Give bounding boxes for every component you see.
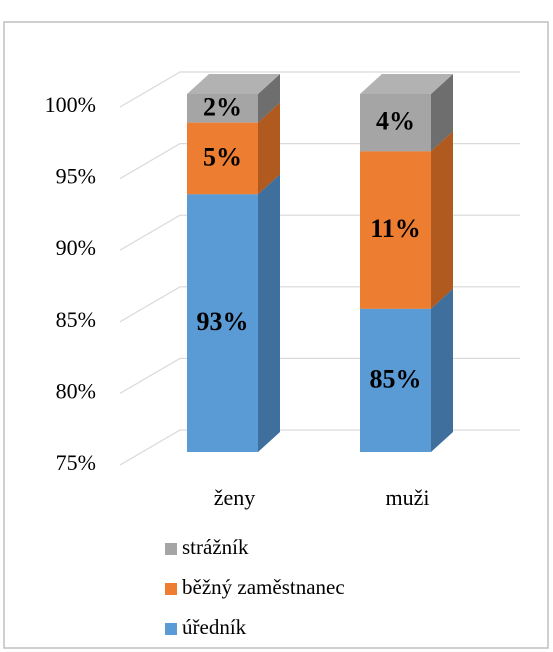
bar-side bbox=[258, 174, 280, 453]
grid-line bbox=[119, 71, 520, 108]
data-label: 85% bbox=[370, 364, 422, 393]
bar bbox=[187, 194, 258, 453]
y-tick-label: 75% bbox=[56, 450, 96, 475]
y-tick-label: 80% bbox=[56, 378, 96, 403]
bar-top bbox=[187, 74, 280, 94]
y-tick-label: 85% bbox=[56, 307, 96, 332]
data-label: 5% bbox=[203, 142, 242, 171]
legend-swatch bbox=[165, 623, 177, 635]
legend-label: strážník bbox=[182, 535, 249, 559]
legend-label: úředník bbox=[182, 615, 247, 639]
x-tick-label: ženy bbox=[214, 485, 256, 510]
y-tick-label: 90% bbox=[56, 235, 96, 260]
bar-side bbox=[431, 288, 453, 452]
legend-label: běžný zaměstnanec bbox=[182, 575, 345, 599]
data-label: 93% bbox=[197, 307, 249, 336]
data-label: 11% bbox=[370, 214, 421, 243]
bar bbox=[360, 151, 431, 309]
bar-side bbox=[258, 102, 280, 195]
data-label: 4% bbox=[376, 107, 415, 136]
bar bbox=[187, 122, 258, 195]
bar-side bbox=[258, 74, 280, 123]
bar bbox=[187, 94, 258, 123]
y-tick-label: 100% bbox=[45, 92, 96, 117]
data-label: 2% bbox=[203, 92, 242, 121]
bar bbox=[360, 94, 431, 152]
bar-side bbox=[431, 74, 453, 152]
y-tick-label: 95% bbox=[56, 164, 96, 189]
legend-swatch bbox=[165, 543, 177, 555]
legend-swatch bbox=[165, 583, 177, 595]
bar-side bbox=[431, 131, 453, 309]
x-tick-label: muži bbox=[386, 485, 430, 510]
bar bbox=[360, 308, 431, 452]
bar-top bbox=[360, 74, 453, 94]
